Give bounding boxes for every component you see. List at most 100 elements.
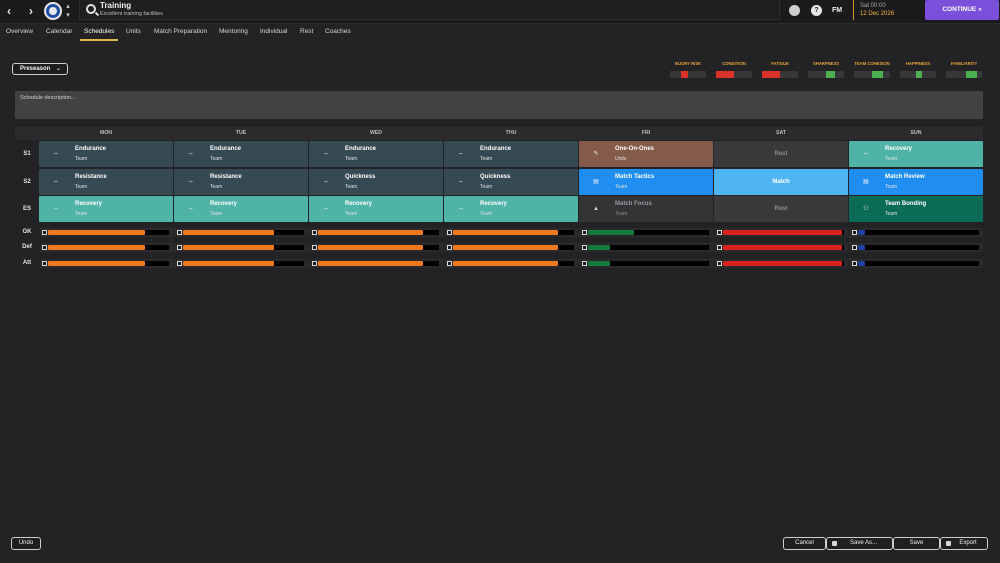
workload-detail-icon xyxy=(582,261,587,266)
undo-button[interactable]: Undo xyxy=(11,537,41,550)
workload-cell[interactable] xyxy=(849,228,983,237)
metric-label: INJURY RISK xyxy=(674,61,702,66)
session-cell[interactable]: Rest xyxy=(714,141,848,167)
session-type-icon: ⇔ xyxy=(323,179,329,185)
export-button[interactable]: Export xyxy=(940,537,988,550)
club-switch-toggle[interactable]: ▴ ▾ xyxy=(64,2,72,20)
workload-cell[interactable] xyxy=(39,259,173,268)
session-unit: Team xyxy=(75,156,88,162)
metric-team-cohesion: TEAM COHESION xyxy=(854,61,890,81)
help-icon[interactable]: ? xyxy=(811,5,822,16)
session-cell[interactable]: ⇔ Quickness Team xyxy=(444,169,578,195)
session-cell[interactable]: ▤ Match Tactics Team xyxy=(579,169,713,195)
workload-cell[interactable] xyxy=(444,259,578,268)
session-type-icon: ⇔ xyxy=(53,151,59,157)
workload-detail-icon xyxy=(312,245,317,250)
session-cell[interactable]: Match xyxy=(714,169,848,195)
save-as-button[interactable]: Save As... xyxy=(826,537,893,550)
session-cell[interactable]: ⇔ Endurance Team xyxy=(39,141,173,167)
workload-cell[interactable] xyxy=(579,243,713,252)
workload-detail-icon xyxy=(717,261,722,266)
tab-overview[interactable]: Overview xyxy=(6,28,34,35)
tab-rest[interactable]: Rest xyxy=(300,28,314,35)
workload-cell[interactable] xyxy=(174,243,308,252)
workload-cell[interactable] xyxy=(39,243,173,252)
tab-coaches[interactable]: Coaches xyxy=(325,28,351,35)
session-type-icon: ✎ xyxy=(593,151,599,157)
session-cell[interactable]: ⇔ Recovery Team xyxy=(174,196,308,222)
workload-cell[interactable] xyxy=(849,243,983,252)
session-cell[interactable]: ⇔ Resistance Team xyxy=(174,169,308,195)
workload-track xyxy=(723,230,844,235)
workload-cell[interactable] xyxy=(174,228,308,237)
session-cell[interactable]: ✎ One-On-Ones Units xyxy=(579,141,713,167)
tab-schedules[interactable]: Schedules xyxy=(84,28,115,35)
session-cell[interactable]: ⇔ Endurance Team xyxy=(309,141,443,167)
session-cell[interactable]: ▲ Match Focus Team xyxy=(579,196,713,222)
session-cell[interactable]: ⇔ Recovery Team xyxy=(849,141,983,167)
workload-cell[interactable] xyxy=(309,259,443,268)
tab-mentoring[interactable]: Mentoring xyxy=(219,28,248,35)
session-cell[interactable]: ⇔ Endurance Team xyxy=(174,141,308,167)
workload-fill xyxy=(858,261,866,266)
session-title: Endurance xyxy=(75,146,107,152)
session-cell[interactable]: ⇔ Quickness Team xyxy=(309,169,443,195)
page-title-box[interactable]: Training Excellent training facilities xyxy=(79,0,780,20)
cancel-button[interactable]: Cancel xyxy=(783,537,826,550)
tab-match-preparation[interactable]: Match Preparation xyxy=(154,28,208,35)
session-title: Recovery xyxy=(885,146,913,152)
session-cell[interactable]: ⇔ Recovery Team xyxy=(309,196,443,222)
workload-fill xyxy=(318,230,424,235)
continue-button[interactable]: CONTINUE » xyxy=(925,0,999,20)
workload-detail-icon xyxy=(717,230,722,235)
forward-arrow-icon[interactable]: › xyxy=(29,4,33,18)
tab-individual[interactable]: Individual xyxy=(260,28,288,35)
workload-cell[interactable] xyxy=(714,243,848,252)
workload-track xyxy=(453,230,574,235)
workload-cell[interactable] xyxy=(579,259,713,268)
workload-cell[interactable] xyxy=(309,243,443,252)
schedule-description-input[interactable]: Schedule description... xyxy=(15,91,983,119)
tab-calendar[interactable]: Calendar xyxy=(46,28,73,35)
session-cell[interactable]: ▤ Match Review Team xyxy=(849,169,983,195)
workload-cell[interactable] xyxy=(39,228,173,237)
workload-cell[interactable] xyxy=(444,243,578,252)
session-row-label: ES xyxy=(22,206,31,212)
session-type-icon: ▲ xyxy=(593,206,599,212)
back-arrow-icon[interactable]: ‹ xyxy=(7,4,11,18)
day-header-sun: SUN xyxy=(910,130,922,136)
workload-cell[interactable] xyxy=(444,228,578,237)
workload-detail-icon xyxy=(582,230,587,235)
schedule-select[interactable]: Preseason ⌄ xyxy=(12,63,68,75)
workload-cell[interactable] xyxy=(309,228,443,237)
schedule-description-placeholder: Schedule description... xyxy=(20,95,76,101)
social-feed-icon[interactable] xyxy=(789,5,800,16)
workload-cell[interactable] xyxy=(579,228,713,237)
workload-cell[interactable] xyxy=(849,259,983,268)
session-cell[interactable]: ⚇ Team Bonding Team xyxy=(849,196,983,222)
workload-cell[interactable] xyxy=(714,228,848,237)
session-cell[interactable]: Rest xyxy=(714,196,848,222)
session-type-icon: ⇔ xyxy=(323,151,329,157)
top-bar: ‹ › ▴ ▾ Training Excellent training faci… xyxy=(0,0,1000,24)
session-cell[interactable]: ⇔ Recovery Team xyxy=(39,196,173,222)
session-type-icon: ⇔ xyxy=(53,206,59,212)
workload-cell[interactable] xyxy=(174,259,308,268)
fm-menu-icon[interactable]: FM xyxy=(831,7,843,14)
session-cell[interactable]: ⇔ Resistance Team xyxy=(39,169,173,195)
session-unit: Team xyxy=(345,184,358,190)
club-crest-icon[interactable] xyxy=(44,2,62,20)
session-title: Resistance xyxy=(75,174,107,180)
tab-units[interactable]: Units xyxy=(126,28,141,35)
workload-fill xyxy=(183,245,274,250)
session-unit: Team xyxy=(345,211,358,217)
workload-detail-icon xyxy=(582,245,587,250)
workload-fill xyxy=(48,261,145,266)
save-button[interactable]: Save xyxy=(893,537,940,550)
workload-fill xyxy=(48,245,145,250)
session-cell[interactable]: ⇔ Recovery Team xyxy=(444,196,578,222)
workload-cell[interactable] xyxy=(714,259,848,268)
workload-detail-icon xyxy=(177,230,182,235)
metric-track xyxy=(716,71,752,78)
session-cell[interactable]: ⇔ Endurance Team xyxy=(444,141,578,167)
